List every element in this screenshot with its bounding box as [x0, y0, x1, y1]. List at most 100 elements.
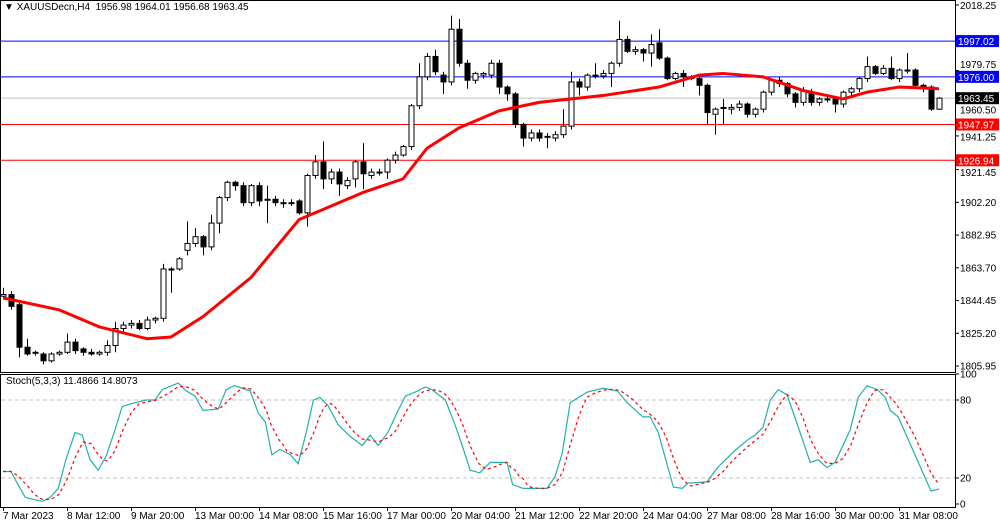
candle-body — [248, 185, 255, 204]
candle — [72, 338, 79, 355]
candle — [160, 263, 167, 322]
price-tick-label: 1921.45 — [960, 168, 997, 179]
stoch-signal-line — [3, 385, 940, 501]
candle-body — [352, 161, 359, 180]
candle — [328, 168, 335, 184]
candle — [888, 56, 895, 81]
candle — [864, 56, 871, 82]
candle — [744, 102, 751, 118]
candle — [88, 348, 95, 356]
price-axis[interactable]: 1997.02 1976.00 1947.97 1926.94 1963.45 2018.… — [955, 1, 999, 511]
candlesticks — [0, 15, 943, 365]
candle-body — [888, 67, 895, 80]
candle-body — [112, 328, 119, 347]
dropdown-triangle-icon[interactable]: ▼ — [4, 2, 14, 13]
candle — [632, 46, 639, 55]
candle-body — [544, 135, 551, 138]
candle-body — [32, 351, 39, 354]
candle-body — [600, 72, 607, 77]
candle-body — [456, 28, 463, 64]
candle-body — [336, 171, 343, 185]
price-tick-label: 1902.20 — [960, 198, 997, 209]
candle — [848, 87, 855, 96]
candle-body — [280, 202, 287, 205]
candle-body — [704, 84, 711, 114]
candle — [200, 234, 207, 256]
candle-body — [56, 351, 63, 355]
candle-body — [440, 74, 447, 83]
candle-body — [560, 125, 567, 136]
candle-body — [384, 159, 391, 173]
stoch-name: Stoch(5,3,3) — [6, 376, 61, 387]
candle-body — [216, 197, 223, 224]
candle — [216, 195, 223, 234]
time-axis[interactable]: 7 Mar 2023 8 Mar 12:00 9 Mar 20:00 13 Mar 0… — [3, 507, 958, 522]
candle-body — [432, 55, 439, 73]
candle — [792, 92, 799, 108]
candle — [136, 320, 143, 331]
candle-body — [528, 132, 535, 139]
stoch-main-value: 11.4866 — [63, 376, 99, 387]
price-tick-label: 1805.95 — [960, 362, 997, 373]
candle-body — [696, 78, 703, 86]
time-tick-label: 27 Mar 08:00 — [707, 511, 766, 522]
candle-body — [72, 341, 79, 352]
candle — [264, 185, 271, 224]
candle — [712, 107, 719, 135]
candle-body — [408, 105, 415, 148]
candle-body — [208, 222, 215, 248]
candle — [384, 158, 391, 179]
candle — [80, 347, 87, 356]
candle-body — [256, 185, 263, 202]
candle-body — [288, 202, 295, 205]
candle — [760, 90, 767, 113]
candle — [568, 71, 575, 130]
candle-body — [640, 49, 647, 54]
candle-body — [272, 198, 279, 204]
candle-body — [672, 72, 679, 80]
time-tick-label: 9 Mar 20:00 — [131, 511, 185, 522]
candle — [904, 53, 911, 74]
time-tick-label: 17 Mar 00:00 — [387, 511, 446, 522]
candle — [56, 350, 63, 356]
candle — [288, 199, 295, 207]
candle-body — [368, 171, 375, 176]
time-tick-label: 22 Mar 20:00 — [579, 511, 638, 522]
candle-body — [584, 74, 591, 88]
candle-body — [728, 106, 735, 110]
candle — [104, 340, 111, 356]
stochastic-pane — [1, 382, 955, 503]
candle-body — [192, 236, 199, 244]
price-tick-label: 1844.45 — [960, 296, 997, 307]
candle-body — [168, 268, 175, 271]
candle-body — [648, 44, 655, 54]
candle-body — [760, 91, 767, 110]
time-tick-label: 31 Mar 08:00 — [899, 511, 958, 522]
candle — [896, 68, 903, 82]
candle-body — [128, 322, 135, 326]
candle-body — [912, 69, 919, 86]
candle-body — [736, 103, 743, 108]
price-tick-label: 1825.20 — [960, 329, 997, 340]
price-tick-label: 1882.95 — [960, 231, 997, 242]
candle — [48, 352, 55, 363]
candle — [232, 180, 239, 191]
candle-body — [896, 69, 903, 80]
stoch-tick-label: 100 — [960, 370, 977, 381]
candle-body — [152, 317, 159, 321]
candle-body — [312, 161, 319, 176]
current-price-label: 1963.45 — [958, 94, 995, 105]
candle — [344, 177, 351, 190]
candle — [664, 56, 671, 81]
candle — [912, 68, 919, 89]
candle-body — [824, 98, 831, 101]
candle — [832, 97, 839, 113]
candle-body — [680, 72, 687, 78]
price-tick-label: 1979.75 — [960, 60, 997, 71]
price-tick-label: 1960.50 — [960, 106, 997, 117]
candle — [520, 122, 527, 147]
time-tick-label: 20 Mar 04:00 — [451, 511, 510, 522]
candle-body — [376, 171, 383, 174]
candle-body — [480, 72, 487, 76]
